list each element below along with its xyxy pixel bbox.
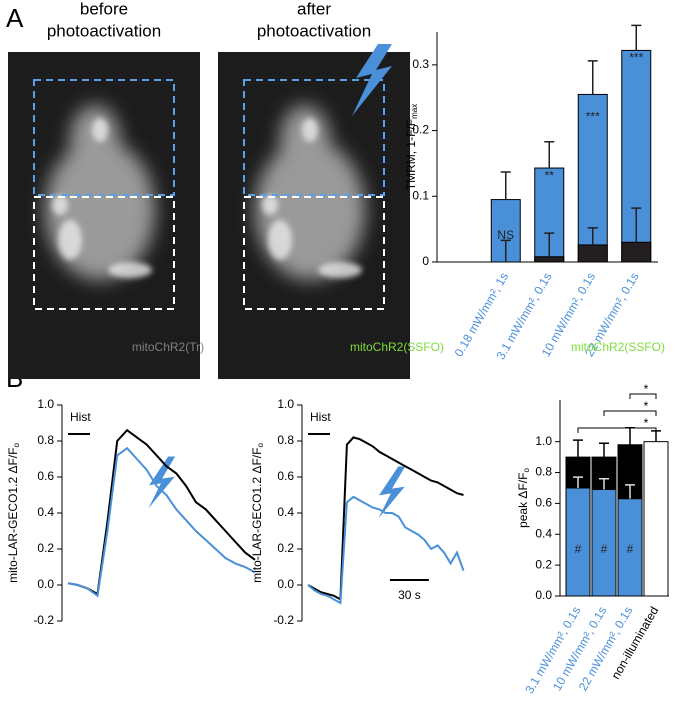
scale-bar-label: 30 s	[398, 588, 421, 602]
y-axis-label-text: mito-LAR-GECO1.2 ΔF/F	[6, 448, 20, 583]
y-axis-label: mito-LAR-GECO1.2 ΔF/Fo	[250, 443, 265, 583]
light-icon	[145, 455, 178, 513]
y-tick-label: 0.2	[535, 557, 552, 571]
error-bar	[631, 24, 642, 51]
error-bar	[500, 171, 511, 200]
y-tick-label: 0.8	[277, 433, 294, 447]
image-caption: photoactivation	[257, 21, 371, 40]
error-bar	[500, 239, 511, 262]
y-axis-label-text: peak ΔF/F	[516, 473, 530, 528]
y-tick-label: 0.6	[37, 469, 54, 483]
error-bar	[631, 207, 642, 243]
error-bar	[599, 442, 609, 458]
y-tick-label: 0.3	[412, 57, 429, 71]
bar	[643, 441, 669, 597]
error-bar	[625, 484, 635, 499]
y-axis-label-sub: o	[522, 468, 531, 473]
error-bar	[625, 427, 635, 445]
bar-annotation: ***	[586, 110, 600, 124]
significance-bracket	[603, 410, 657, 416]
image-caption: before	[80, 0, 128, 18]
bar-annotation: **	[545, 169, 555, 183]
y-axis-label-sub: max	[410, 104, 419, 119]
error-bar	[573, 439, 583, 458]
error-bar	[587, 227, 598, 245]
y-tick-label: 0.0	[37, 577, 54, 591]
chart-title: mitoChR2(SSFO)	[571, 340, 665, 354]
micrograph	[8, 52, 200, 379]
line-series	[307, 436, 464, 602]
bar-annotation: #	[575, 542, 582, 556]
significance-bracket	[629, 393, 657, 399]
panel-label: A	[6, 3, 24, 33]
y-axis-label: mito-LAR-GECO1.2 ΔF/Fo	[6, 443, 21, 583]
y-tick-label: -0.2	[273, 613, 294, 627]
error-bar	[544, 140, 555, 169]
y-axis-label-text: TMRM, 1-F/F	[404, 119, 418, 190]
chart-title: mitoChR2(Tr)	[132, 340, 204, 354]
y-tick-label: 0.4	[277, 505, 294, 519]
image-caption: after	[297, 0, 331, 18]
y-tick-label: 0.8	[37, 433, 54, 447]
micrograph	[218, 44, 410, 379]
y-axis-label-sub: o	[256, 443, 265, 448]
light-icon	[375, 465, 408, 523]
bar-annotation: NS	[497, 228, 514, 242]
line-series	[67, 428, 256, 596]
annotation: Hist	[70, 410, 91, 424]
bar	[591, 489, 617, 597]
bar-annotation: #	[601, 542, 608, 556]
y-tick-label: 0.4	[535, 526, 552, 540]
y-tick-label: 0.2	[37, 541, 54, 555]
y-tick-label: 0.8	[535, 465, 552, 479]
bar	[534, 256, 565, 263]
y-tick-label: 0.1	[412, 188, 429, 202]
y-axis-label: peak ΔF/Fo	[516, 468, 531, 528]
error-bar	[573, 476, 583, 488]
y-tick-label: 0	[422, 254, 429, 268]
annotation: Hist	[310, 410, 331, 424]
y-tick-label: 0.4	[37, 505, 54, 519]
y-tick-label: -0.2	[33, 613, 54, 627]
y-tick-label: 1.0	[535, 434, 552, 448]
line-series	[307, 495, 465, 605]
y-tick-label: 0.2	[277, 541, 294, 555]
y-tick-label: 0.0	[535, 588, 552, 602]
y-axis-label: TMRM, 1-F/Fmax	[404, 104, 419, 190]
bar-annotation: ***	[629, 50, 643, 64]
significance-label: *	[644, 416, 649, 430]
y-tick-label: 0.6	[535, 496, 552, 510]
error-bar	[544, 232, 555, 257]
bar	[577, 244, 608, 263]
bar-annotation: #	[627, 542, 634, 556]
significance-bracket	[577, 427, 657, 433]
y-tick-label: 1.0	[277, 397, 294, 411]
image-caption: photoactivation	[47, 21, 161, 40]
line-series	[67, 446, 256, 598]
error-bar	[599, 477, 609, 490]
y-tick-label: 1.0	[37, 397, 54, 411]
y-tick-label: 0.6	[277, 469, 294, 483]
y-axis-label-sub: o	[12, 443, 21, 448]
y-tick-label: 0.0	[277, 577, 294, 591]
chart-title: mitoChR2(SSFO)	[350, 340, 444, 354]
significance-label: *	[644, 382, 649, 396]
significance-label: *	[644, 399, 649, 413]
y-axis-label-text: mito-LAR-GECO1.2 ΔF/F	[250, 448, 264, 583]
bar	[621, 241, 652, 263]
y-tick-label: 0.2	[412, 123, 429, 137]
error-bar	[587, 60, 598, 95]
